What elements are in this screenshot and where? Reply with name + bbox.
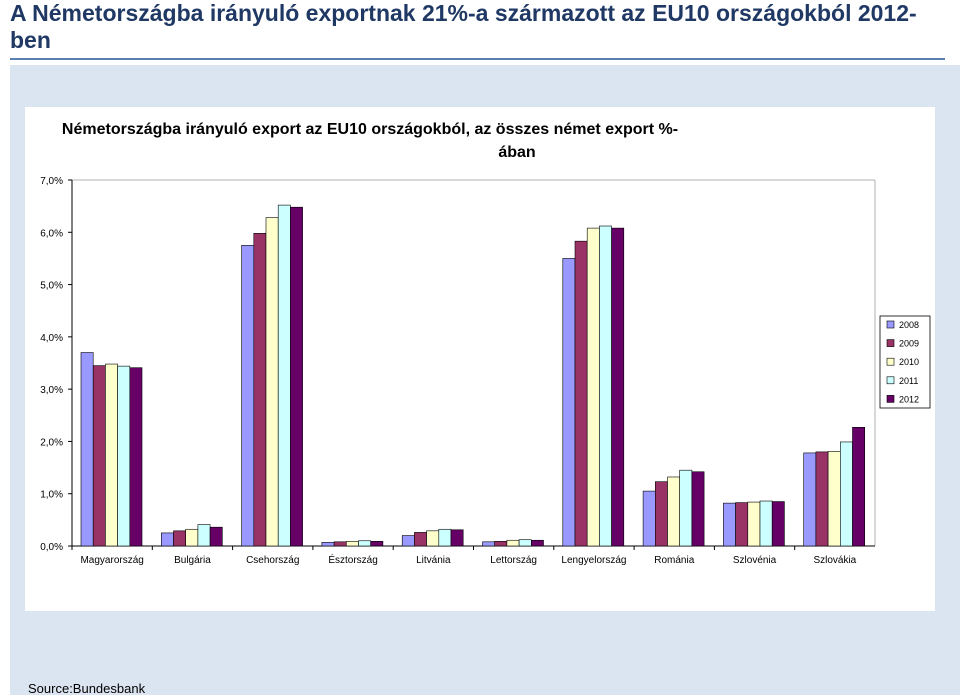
bar-2012 <box>209 526 223 547</box>
bar-2009 <box>414 532 427 547</box>
bar-2011 <box>518 539 532 547</box>
bar-2010 <box>265 217 279 547</box>
x-tick-label: Szlovákia <box>813 555 856 566</box>
x-tick-label: Románia <box>654 555 694 566</box>
chart-title: Németországba irányuló export az EU10 or… <box>62 121 678 138</box>
bar-2011 <box>358 540 371 547</box>
bar-2008 <box>642 490 656 547</box>
bar-2010 <box>426 530 440 547</box>
y-tick-label: 4,0% <box>40 333 63 344</box>
legend-swatch-2008 <box>886 320 895 329</box>
bar-2010 <box>105 363 118 547</box>
bar-2009 <box>494 540 508 547</box>
x-tick-label: Lettország <box>490 555 537 566</box>
bar-2012 <box>290 206 303 547</box>
bar-2008 <box>321 542 335 547</box>
legend-swatch-2012 <box>886 395 895 403</box>
legend-label: 2010 <box>899 357 919 367</box>
bar-2010 <box>747 501 761 547</box>
bar-2009 <box>735 502 749 547</box>
x-tick-label: Szlovénia <box>733 555 777 566</box>
bar-2008 <box>241 245 255 547</box>
bar-2011 <box>438 528 452 547</box>
bar-2008 <box>803 452 817 547</box>
bar-2012 <box>771 501 785 547</box>
legend-label: 2008 <box>899 320 919 330</box>
x-tick-label: Csehország <box>246 555 299 566</box>
bar-2009 <box>574 240 588 547</box>
title-divider <box>10 58 945 60</box>
x-tick-label: Litvánia <box>416 555 451 566</box>
y-tick-label: 3,0% <box>40 385 63 396</box>
bar-2012 <box>852 427 865 547</box>
bar-2008 <box>80 352 94 547</box>
bar-2011 <box>277 204 291 547</box>
bar-2012 <box>129 367 143 547</box>
bar-2010 <box>506 539 520 547</box>
bar-2008 <box>161 532 174 547</box>
chart-title-line-2: ában <box>498 144 535 161</box>
y-tick-label: 2,0% <box>40 437 63 448</box>
bar-2009 <box>173 530 186 547</box>
bar-2012 <box>691 471 705 547</box>
bar-2009 <box>654 481 668 547</box>
bar-2009 <box>253 233 267 547</box>
bar-2010 <box>586 227 600 547</box>
bar-2008 <box>482 541 495 547</box>
y-tick-label: 7,0% <box>40 176 63 187</box>
bar-2009 <box>92 365 106 547</box>
slide-title: A Németországba irányuló exportnak 21%-a… <box>10 0 917 53</box>
bar-2010 <box>827 451 841 547</box>
bar-2010 <box>345 540 359 547</box>
bar-2011 <box>197 524 211 547</box>
bar-2008 <box>562 258 576 547</box>
x-tick-label: Bulgária <box>174 555 211 566</box>
bar-2011 <box>599 225 612 547</box>
legend-swatch-2011 <box>886 376 895 385</box>
x-tick-label: Magyarország <box>80 555 143 566</box>
legend-label: 2011 <box>899 376 918 386</box>
bar-2012 <box>611 227 625 547</box>
bar-2011 <box>679 469 693 547</box>
source-note: Source:Bundesbank <box>28 681 146 696</box>
legend-swatch-2009 <box>886 339 895 347</box>
y-tick-label: 6,0% <box>40 228 63 239</box>
bar-2009 <box>815 451 829 547</box>
bar-2012 <box>530 539 544 547</box>
bar-2010 <box>185 528 199 547</box>
bar-2011 <box>839 441 853 547</box>
chart-area: Németországba irányuló export az EU10 or… <box>25 107 935 611</box>
x-tick-label: Észtország <box>328 553 377 566</box>
bar-2010 <box>667 476 680 547</box>
legend-swatch-2010 <box>886 357 895 366</box>
y-tick-label: 0,0% <box>40 542 63 553</box>
legend-label: 2012 <box>899 394 919 404</box>
bar-2008 <box>401 535 415 547</box>
y-tick-label: 5,0% <box>40 281 63 292</box>
bar-2011 <box>117 365 131 547</box>
legend-label: 2009 <box>899 339 919 349</box>
y-tick-label: 1,0% <box>40 490 63 501</box>
bar-2009 <box>333 541 347 547</box>
bar-2012 <box>450 529 464 547</box>
x-tick-label: Lengyelország <box>561 555 626 566</box>
bar-chart: Németországba irányuló export az EU10 or… <box>40 121 931 566</box>
bar-2011 <box>759 500 773 547</box>
bar-2008 <box>723 502 736 547</box>
bar-2012 <box>370 540 384 547</box>
